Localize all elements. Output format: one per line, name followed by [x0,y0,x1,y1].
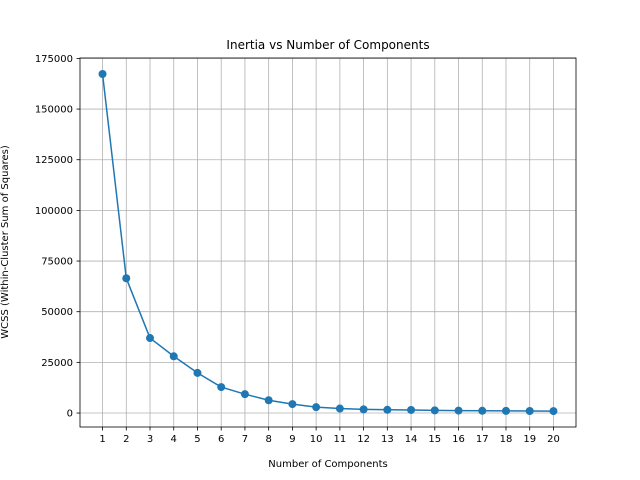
grid-layer [80,58,576,427]
x-tick-label: 20 [547,434,560,445]
data-point [312,403,321,412]
x-tick-label: 14 [405,434,418,445]
x-tick-label: 19 [523,434,536,445]
data-point [359,405,368,414]
x-tick-label: 7 [242,434,248,445]
data-point [98,70,107,79]
data-point [501,406,510,415]
x-axis-label: Number of Components [268,459,387,470]
data-point [169,352,178,361]
data-point [240,390,249,399]
x-tick-label: 9 [289,434,295,445]
y-tick-label: 150000 [35,105,73,116]
x-tick-label: 17 [476,434,489,445]
x-tick-label: 5 [194,434,200,445]
data-point [383,405,392,414]
data-point [430,406,439,415]
tick-layer: 1 2 3 4 5 6 7 8 9 10 11 12 13 14 15 16 17 18 19 20025000500… [35,54,560,445]
y-tick-label: 175000 [35,54,73,65]
x-tick-label: 10 [310,434,323,445]
y-tick-label: 100000 [35,206,73,217]
data-point [407,405,416,414]
x-tick-label: 13 [381,434,394,445]
chart-title: Inertia vs Number of Components [226,38,429,52]
x-tick-label: 3 [147,434,153,445]
x-tick-label: 2 [123,434,129,445]
x-tick-label: 4 [171,434,177,445]
y-tick-label: 25000 [41,358,73,369]
data-point [288,400,297,409]
y-axis-label: WCSS (Within-Cluster Sum of Squares) [0,145,11,339]
y-tick-label: 50000 [41,307,73,318]
x-tick-label: 18 [500,434,513,445]
data-point [549,407,558,416]
data-point [122,274,131,283]
x-tick-label: 12 [357,434,370,445]
series-line [101,73,554,412]
data-point [454,406,463,415]
y-tick-label: 125000 [35,155,73,166]
data-point [335,404,344,413]
x-tick-label: 1 [99,434,105,445]
x-tick-label: 11 [333,434,346,445]
data-point [478,406,487,415]
plot-frame [79,57,577,428]
data-point [217,383,226,392]
x-tick-label: 6 [218,434,224,445]
data-point [146,334,155,343]
data-point [525,406,534,415]
x-tick-label: 15 [428,434,441,445]
x-tick-label: 16 [452,434,465,445]
series-layer [98,70,558,416]
y-tick-label: 0 [67,409,73,420]
data-point [264,396,273,405]
x-tick-label: 8 [265,434,271,445]
y-tick-label: 75000 [41,257,73,268]
data-point [193,368,202,377]
